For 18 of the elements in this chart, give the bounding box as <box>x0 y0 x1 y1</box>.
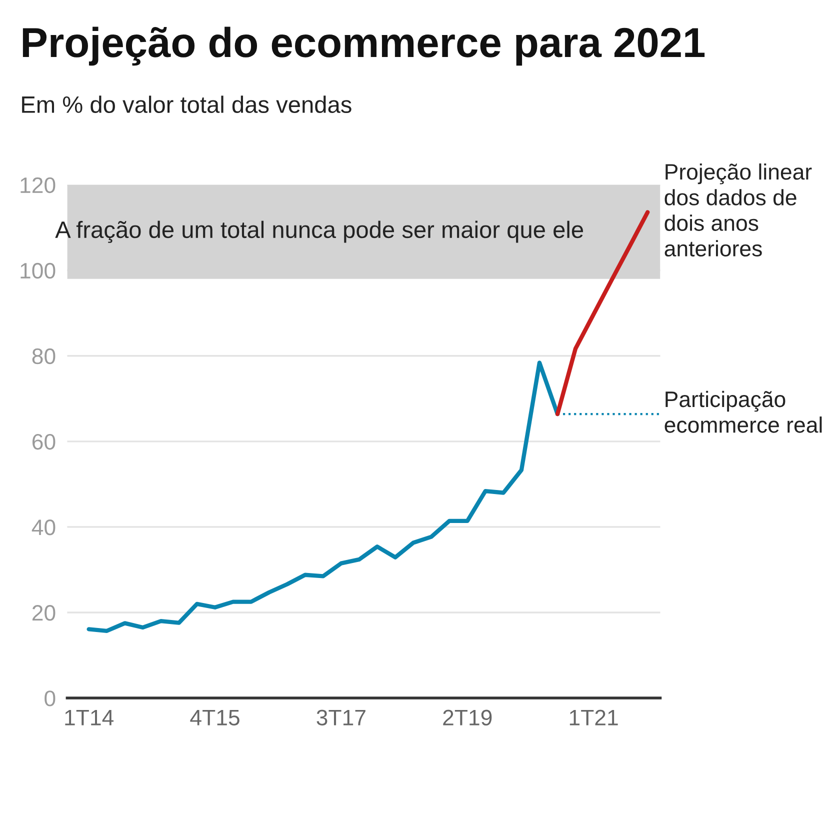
y-tick-label: 40 <box>32 519 56 536</box>
text: Participação ecommerce real <box>664 390 822 433</box>
y-tick-label: 20 <box>32 605 56 621</box>
x-tick-label: 2T19 <box>443 710 492 726</box>
x-tick-label: 1T14 <box>65 710 114 726</box>
y-tick-label: 100 <box>20 262 56 279</box>
x-tick-label: 1T21 <box>570 710 618 726</box>
line-series <box>555 210 650 416</box>
y-tick-label: 80 <box>32 348 56 364</box>
y-tick-label: 0 <box>44 690 56 706</box>
y-tick-label: 60 <box>32 434 56 450</box>
chart-title: Projeção do ecommerce para 2021 <box>22 26 705 66</box>
x-tick-label: 3T17 <box>316 710 366 726</box>
chart-subtitle: Em % do valor total das vendas <box>22 96 352 114</box>
series-label: Projeção linear dos dados de dois anos anteriores <box>664 163 812 257</box>
x-tick-label: 4T15 <box>190 710 240 726</box>
y-tick-label: 120 <box>20 177 56 194</box>
band-label: A fração de um total nunca pode ser maior que ele <box>55 220 584 243</box>
